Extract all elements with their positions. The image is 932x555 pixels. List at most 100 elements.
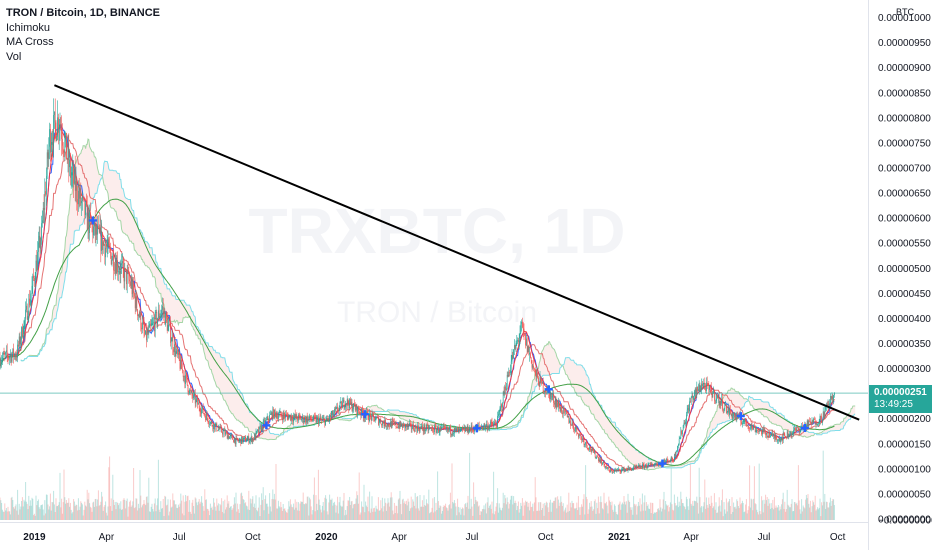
candle-body [68,148,69,161]
price-tick-label: 0.00000500 [878,264,931,275]
candle-body [410,423,411,424]
candle-body [603,462,604,464]
candle-body [447,427,448,430]
candle-body [404,423,405,424]
indicator-vol[interactable]: Vol [6,50,160,65]
indicator-ma-cross[interactable]: MA Cross [6,35,160,50]
candle-body [675,454,676,456]
candle-body [483,428,484,430]
candle-body [551,394,552,397]
candle-body [294,414,295,417]
candle-body [280,411,281,415]
candle-body [586,442,587,445]
candle-body [649,463,650,464]
candle-body [164,311,165,325]
candle-body [400,422,401,426]
candle-body [377,417,378,418]
candle-body [794,428,795,430]
candle-body [508,375,509,377]
candle-body [50,129,51,152]
bar-countdown: 13:49:25 [874,399,932,411]
candle-body [625,469,626,470]
candle-body [218,429,219,431]
candle-body [110,247,111,253]
symbol-title[interactable]: TRON / Bitcoin, 1D, BINANCE [6,6,160,21]
candle-body [132,282,133,294]
price-axis[interactable]: 0.000010000.000009500.000009000.00000850… [869,0,932,550]
candle-body [354,403,355,406]
price-tick-label: 0.00000900 [878,63,931,74]
candle-body [449,427,450,430]
candle-body [541,379,542,384]
candle-body [630,468,631,469]
candle-body [356,405,357,410]
candle-body [434,426,435,432]
price-tick-label: 0.00000650 [878,189,931,200]
candle-body [775,436,776,438]
candle-body [424,426,425,431]
candle-body [16,356,17,357]
candle-body [18,345,19,347]
candle-body [520,333,521,338]
candle-body [56,137,57,141]
candle-body [144,331,145,335]
candle-body [170,325,171,343]
candle-body [341,402,342,409]
candle-body [749,428,750,429]
candle-body [26,306,27,310]
candle-body [809,421,810,422]
candle-body [802,426,803,427]
candle-body [344,400,345,408]
candle-body [267,417,268,420]
candle-body [621,469,622,472]
candle-body [464,428,465,432]
candle-body [186,375,187,378]
candle-body [10,355,11,357]
candle-body [357,407,358,414]
candle-body [657,465,658,466]
candle-body [505,387,506,390]
candle-body [721,399,722,403]
candle-body [195,394,196,403]
candle-body [300,417,301,420]
candle-body [53,115,54,146]
candle-body [96,226,97,235]
candle-body [640,465,641,467]
candle-body [177,350,178,355]
candle-body [160,316,161,318]
candle-body [231,435,232,436]
candle-body [812,420,813,424]
candle-body [74,170,75,184]
candle-body [373,414,374,417]
candle-body [706,382,707,391]
candle-body [540,377,541,378]
candle-body [114,270,115,271]
candle-body [600,460,601,463]
candle-body [250,439,251,441]
candle-body [140,312,141,317]
candle-body [384,420,385,426]
time-tick-label: Oct [245,532,261,543]
candle-body [532,360,533,367]
candle-body [528,346,529,355]
candle-body [752,424,753,428]
candle-body [369,413,370,421]
candle-body [742,423,743,425]
candle-body [148,328,149,334]
candle-body [23,334,24,337]
indicator-ichimoku[interactable]: Ichimoku [6,21,160,36]
price-tick-label: 0.00000050 [878,489,931,500]
candle-body [352,402,353,410]
candle-body [524,329,525,334]
candle-body [650,463,651,465]
candle-body [489,425,490,428]
candle-body [440,427,441,432]
candle-body [47,152,48,176]
candle-body [736,415,737,419]
candle-body [762,429,763,434]
candle-body [129,280,130,282]
candle-body [560,407,561,411]
